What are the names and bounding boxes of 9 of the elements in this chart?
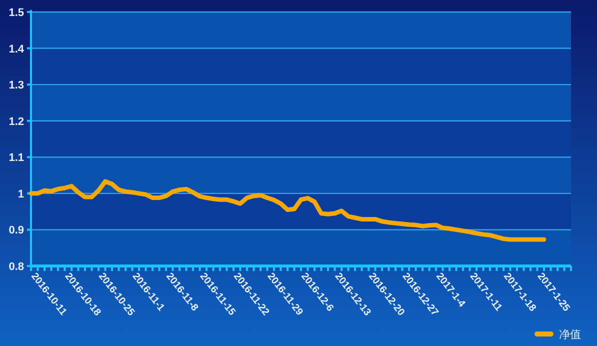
y-tick-label: 1.2 (8, 116, 24, 128)
y-tick-label: 1.1 (8, 152, 24, 164)
y-tick-label: 1.5 (8, 7, 24, 19)
legend-label: 净值 (559, 329, 581, 341)
y-tick-label: 1 (18, 188, 24, 200)
y-tick-label: 1.4 (8, 43, 25, 56)
y-tick-label: 1.3 (8, 80, 24, 92)
y-tick-label: 0.8 (8, 261, 24, 273)
y-tick-label: 0.9 (8, 224, 24, 237)
